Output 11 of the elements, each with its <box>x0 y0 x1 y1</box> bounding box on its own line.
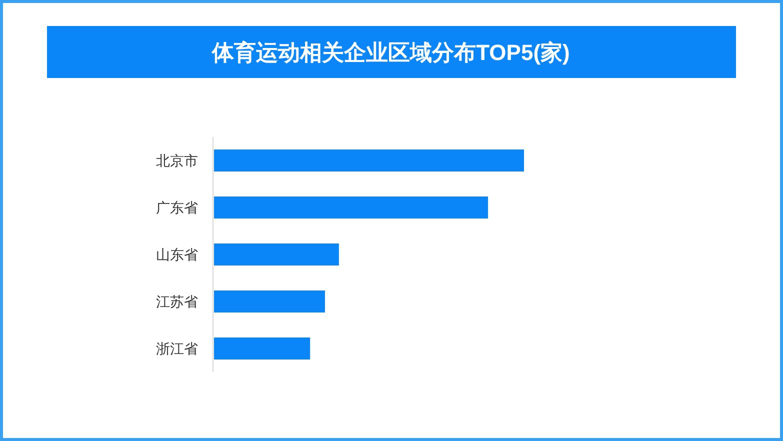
bar <box>214 290 325 312</box>
y-tick-label: 北京市 <box>156 152 198 168</box>
chart-title: 体育运动相关企业区域分布TOP5(家) <box>211 40 570 65</box>
y-tick-label: 浙江省 <box>156 340 198 356</box>
bar <box>214 338 310 360</box>
y-tick-label: 广东省 <box>156 200 198 216</box>
y-tick-label: 山东省 <box>156 246 198 262</box>
bar <box>214 150 524 172</box>
bar <box>214 196 488 218</box>
y-tick-label: 江苏省 <box>156 294 198 310</box>
bar <box>214 244 339 266</box>
